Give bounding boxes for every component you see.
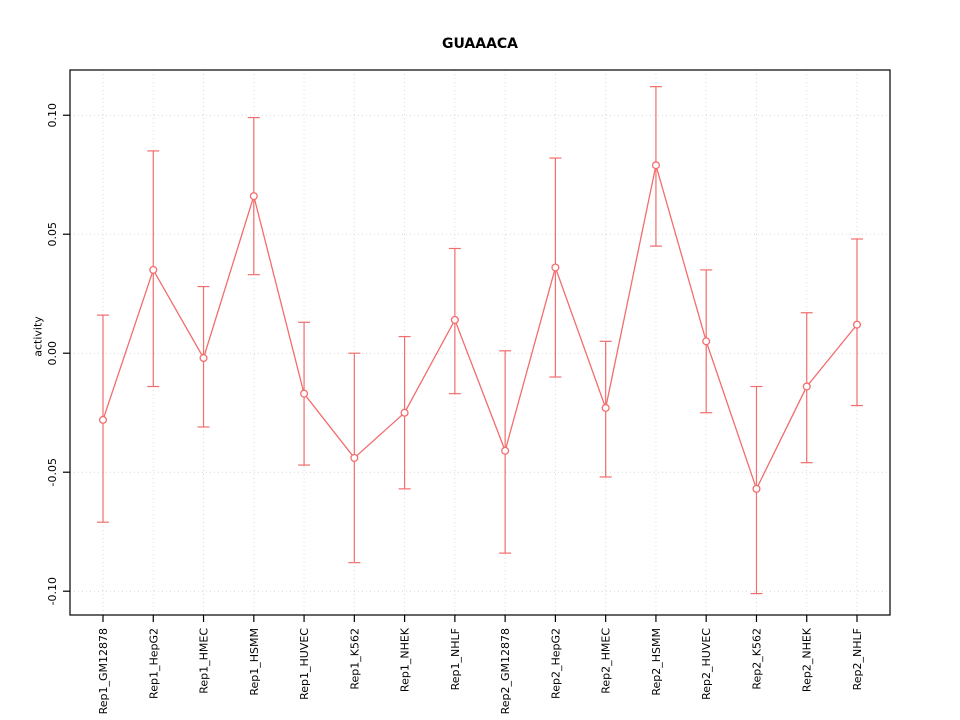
data-point	[149, 265, 158, 274]
plot-box	[69, 69, 891, 616]
x-tick-label: Rep2_HUVEC	[700, 628, 713, 700]
data-point	[551, 263, 560, 272]
data-point	[98, 415, 108, 424]
x-tick-label: Rep2_GM12878	[499, 628, 512, 714]
x-tick-label: Rep1_HMEC	[198, 628, 211, 694]
x-tick-label: Rep1_GM12878	[97, 628, 110, 714]
x-tick-label: Rep1_NHEK	[399, 627, 412, 692]
data-point	[501, 446, 510, 455]
y-axis-label: activity	[31, 316, 45, 357]
data-point	[199, 353, 208, 363]
y-tick-label: -0.10	[46, 577, 59, 605]
x-tick-label: Rep2_HepG2	[549, 628, 562, 699]
data-point	[702, 337, 711, 346]
data-point	[752, 484, 761, 493]
x-tick-label: Rep2_HMEC	[600, 628, 613, 694]
data-point	[601, 403, 610, 412]
x-tick-label: Rep1_HepG2	[147, 628, 160, 699]
x-tick-label: Rep1_HSMM	[248, 628, 261, 696]
x-tick-label: Rep2_HSMM	[650, 628, 663, 696]
x-tick-label: Rep1_NHLF	[449, 628, 462, 690]
data-point	[249, 192, 258, 201]
data-point	[651, 161, 660, 170]
data-point	[450, 315, 459, 324]
y-tick-label: 0.05	[46, 222, 59, 247]
data-point	[802, 382, 811, 391]
x-tick-label: Rep2_NHEK	[801, 627, 814, 692]
x-tick-label: Rep1_HUVEC	[298, 628, 311, 700]
data-point	[350, 453, 359, 462]
y-tick-label: 0.10	[46, 103, 59, 128]
chart-title: GUAAACA	[441, 36, 519, 52]
series-line	[102, 165, 858, 491]
y-tick-label: 0.00	[46, 341, 59, 366]
y-tick-label: -0.05	[46, 458, 59, 486]
x-tick-label: Rep2_NHLF	[851, 628, 864, 690]
x-tick-label: Rep2_K562	[750, 628, 763, 690]
data-point	[400, 408, 409, 417]
data-point	[300, 389, 309, 398]
x-tick-label: Rep1_K562	[348, 628, 361, 690]
data-point	[852, 320, 862, 329]
